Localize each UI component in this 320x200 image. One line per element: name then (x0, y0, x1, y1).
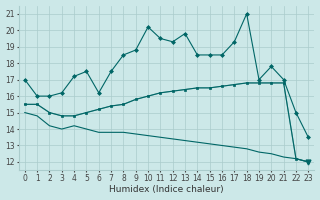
X-axis label: Humidex (Indice chaleur): Humidex (Indice chaleur) (109, 185, 224, 194)
